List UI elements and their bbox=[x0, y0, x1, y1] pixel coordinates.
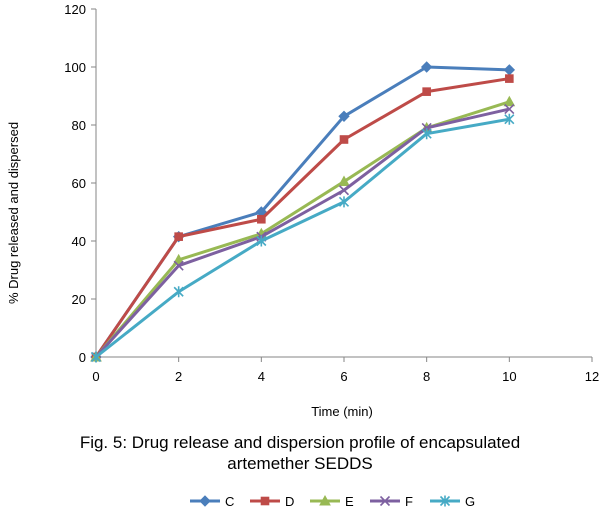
legend-item-E: E bbox=[310, 494, 354, 509]
series-G bbox=[90, 113, 515, 363]
legend-label: D bbox=[285, 494, 294, 509]
legend-label: F bbox=[405, 494, 413, 509]
figure-caption-line-1: Fig. 5: Drug release and dispersion prof… bbox=[79, 433, 521, 452]
y-tick-label: 120 bbox=[64, 2, 86, 17]
data-point bbox=[338, 185, 350, 196]
series-E bbox=[90, 95, 516, 362]
series-line bbox=[94, 107, 510, 359]
data-point bbox=[421, 128, 432, 140]
x-tick-label: 8 bbox=[423, 369, 430, 384]
x-tick-label: 2 bbox=[175, 369, 182, 384]
series-line bbox=[94, 77, 510, 358]
data-point bbox=[503, 95, 516, 107]
data-point bbox=[338, 175, 350, 187]
data-point bbox=[505, 74, 514, 83]
data-point bbox=[172, 253, 185, 265]
data-point bbox=[422, 87, 431, 96]
axes: 0 20 40 60 80 100 120 0 2 4 6 8 10 12 bbox=[64, 2, 599, 384]
y-tick-label: 80 bbox=[72, 118, 86, 133]
data-point bbox=[256, 235, 267, 247]
legend-item-G: G bbox=[430, 494, 475, 509]
data-point bbox=[257, 214, 266, 224]
y-tick-label: 0 bbox=[79, 350, 86, 365]
legend-label: E bbox=[345, 494, 354, 509]
legend: C D E F G bbox=[190, 494, 475, 509]
legend-marker bbox=[379, 495, 391, 507]
x-axis-label: Time (min) bbox=[311, 404, 373, 419]
data-point bbox=[338, 196, 350, 208]
y-tick-label: 100 bbox=[64, 60, 86, 75]
x-tick-label: 0 bbox=[92, 369, 99, 384]
data-point bbox=[338, 110, 350, 123]
x-tick-label: 4 bbox=[258, 369, 265, 384]
data-point bbox=[339, 135, 349, 144]
legend-label: G bbox=[465, 494, 475, 509]
legend-marker bbox=[319, 494, 331, 506]
legend-marker bbox=[439, 495, 451, 507]
data-point bbox=[420, 61, 433, 73]
legend-marker bbox=[199, 495, 211, 507]
legend-marker bbox=[260, 496, 270, 506]
x-tick-label: 6 bbox=[340, 369, 347, 384]
legend-item-D: D bbox=[250, 494, 294, 509]
data-point bbox=[174, 232, 183, 241]
legend-label: C bbox=[225, 494, 234, 509]
data-point bbox=[173, 260, 184, 271]
series-line bbox=[94, 100, 510, 358]
y-tick-label: 20 bbox=[72, 292, 86, 307]
y-axis-label: % Drug released and dispersed bbox=[6, 122, 21, 304]
x-tick-label: 12 bbox=[585, 369, 599, 384]
legend-item-F: F bbox=[370, 494, 413, 509]
series-layer bbox=[90, 61, 516, 363]
series-line bbox=[95, 117, 510, 359]
figure-caption-line-2: artemether SEDDS bbox=[227, 454, 373, 473]
x-tick-label: 10 bbox=[502, 369, 516, 384]
series-D bbox=[91, 74, 514, 362]
data-point bbox=[504, 103, 515, 115]
data-point bbox=[90, 351, 102, 363]
data-point bbox=[504, 113, 515, 125]
data-point bbox=[173, 286, 184, 298]
legend-item-C: C bbox=[190, 494, 234, 509]
data-point bbox=[503, 64, 516, 76]
series-F bbox=[90, 103, 515, 363]
y-tick-label: 60 bbox=[72, 176, 86, 191]
y-tick-label: 40 bbox=[72, 234, 86, 249]
